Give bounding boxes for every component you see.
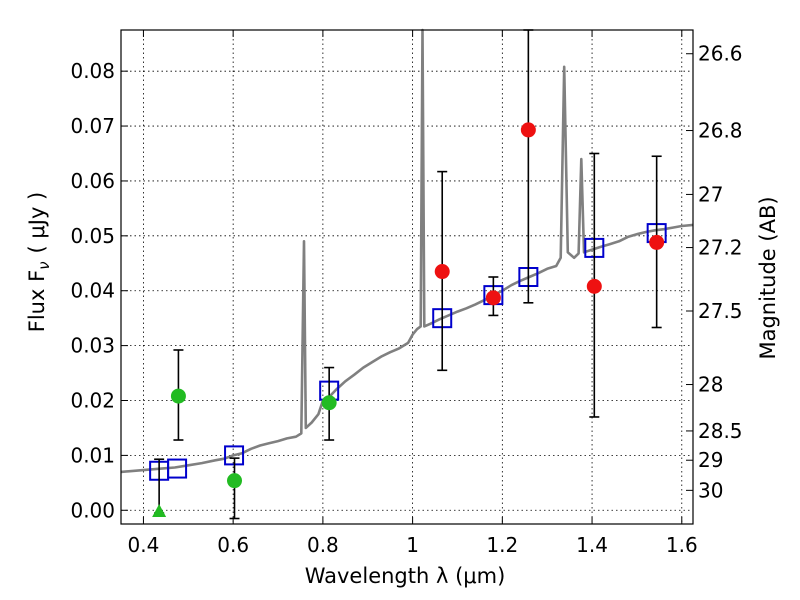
y2-tick-label: 28 [698, 373, 723, 397]
x-tick-label: 0.4 [128, 533, 160, 557]
x-tick-label: 1.6 [666, 533, 698, 557]
y-tick-label: 0.00 [70, 498, 115, 522]
y-axis-label: Flux Fν ( μJy ) [25, 192, 53, 333]
y-tick-label: 0.06 [70, 169, 115, 193]
y2-axis-label: Magnitude (AB) [756, 196, 780, 359]
observed-flux-point [227, 473, 243, 489]
x-tick-label: 1 [406, 533, 419, 557]
y2-tick-label: 27 [698, 182, 723, 206]
observed-flux-point [485, 290, 501, 306]
y2-tick-label: 27.5 [698, 299, 743, 323]
observed-flux-point [586, 278, 602, 294]
y2-tick-label: 28.5 [698, 419, 743, 443]
y2-tick-label: 26.6 [698, 42, 743, 66]
observed-flux-point [321, 395, 337, 411]
y2-tick-label: 26.8 [698, 119, 743, 143]
y-tick-label: 0.04 [70, 279, 115, 303]
x-tick-label: 1.2 [486, 533, 518, 557]
plot-frame [120, 29, 694, 525]
x-tick-label: 0.8 [307, 533, 339, 557]
observed-flux-point [434, 264, 450, 280]
y2-tick-label: 30 [698, 478, 723, 502]
series-layer [121, 28, 693, 520]
y-tick-label: 0.05 [70, 224, 115, 248]
observed-flux-point [520, 122, 536, 138]
observed-flux-point [170, 388, 186, 404]
x-tick-label: 0.6 [217, 533, 249, 557]
y-axis-label-subscript: ν [35, 261, 53, 269]
y-axis-label-main: Flux F [25, 270, 49, 332]
model-photometry-square [167, 458, 188, 479]
y-tick-label: 0.07 [70, 114, 115, 138]
y-tick-label: 0.01 [70, 443, 115, 467]
observed-upper-limit-marker [152, 504, 167, 518]
observed-flux-point [649, 234, 665, 250]
sed-model-line [121, 28, 693, 474]
data-group [121, 28, 693, 481]
y-tick-label: 0.08 [70, 59, 115, 83]
y-tick-label: 0.03 [70, 334, 115, 358]
grid-lines [121, 30, 693, 524]
x-axis-label: Wavelength λ (μm) [305, 564, 506, 588]
y2-tick-label: 29 [698, 448, 723, 472]
x-tick-label: 1.4 [576, 533, 608, 557]
axis-ticks: 0.4 0.6 0.8 1 1.2 1.4 1.6 0.00 0.01 0.02 0.03 0.04 0… [70, 30, 743, 557]
y-axis-label-unit: ( μJy ) [25, 192, 49, 254]
y-tick-label: 0.02 [70, 389, 115, 413]
y2-tick-label: 27.2 [698, 236, 743, 260]
